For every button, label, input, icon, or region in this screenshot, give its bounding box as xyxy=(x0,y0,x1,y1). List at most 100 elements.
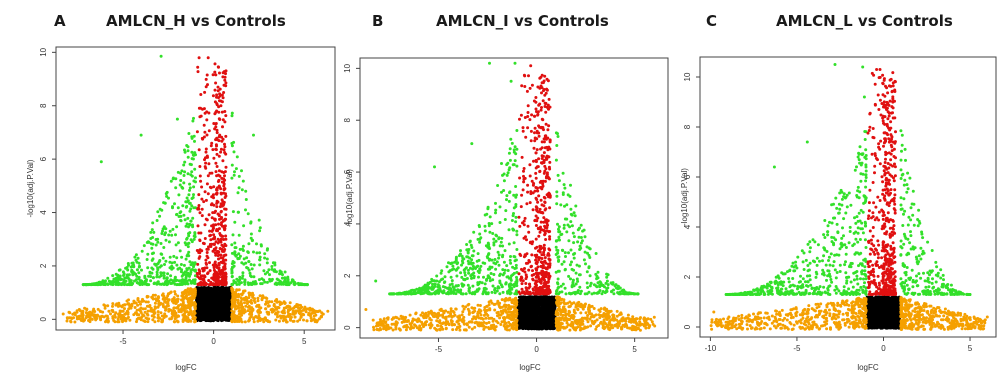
point-red xyxy=(223,78,227,82)
point-green xyxy=(188,186,192,190)
point-green xyxy=(243,280,247,283)
point-red xyxy=(223,228,227,232)
point-orange xyxy=(180,304,184,308)
point-red xyxy=(214,246,218,250)
point-red xyxy=(195,272,199,276)
point-black xyxy=(196,293,200,297)
point-orange xyxy=(87,319,91,322)
point-orange xyxy=(69,320,73,324)
point-red xyxy=(224,134,228,138)
point-green xyxy=(184,224,188,228)
point-orange xyxy=(240,320,244,324)
point-orange xyxy=(292,312,296,316)
point-orange xyxy=(233,292,237,296)
point-green xyxy=(231,265,235,269)
point-green xyxy=(259,282,263,286)
point-orange xyxy=(310,307,314,311)
point-red xyxy=(224,237,228,241)
point-green xyxy=(192,193,195,197)
point-green xyxy=(192,185,196,189)
point-red xyxy=(202,277,206,281)
y-axis-label: -log10(adj.P.Val) xyxy=(26,159,35,217)
point-green xyxy=(169,179,173,183)
y-tick-label: 0 xyxy=(39,317,48,322)
point-red xyxy=(203,130,207,134)
point-orange xyxy=(146,300,150,304)
point-red xyxy=(207,162,211,166)
point-orange xyxy=(188,287,192,291)
point-red xyxy=(223,174,226,178)
data-points xyxy=(364,61,657,332)
point-green xyxy=(241,271,245,275)
point-red xyxy=(206,192,210,196)
point-green xyxy=(188,188,191,192)
point-orange xyxy=(96,307,100,311)
point-green xyxy=(188,223,192,227)
point-orange xyxy=(151,318,155,322)
point-green xyxy=(164,231,167,235)
point-red xyxy=(202,107,206,111)
point-orange xyxy=(282,315,286,319)
point-orange xyxy=(186,287,190,291)
point-red xyxy=(201,241,205,245)
point-green xyxy=(168,255,172,259)
point-green xyxy=(112,277,116,281)
point-orange xyxy=(183,312,186,316)
point-orange xyxy=(103,304,107,308)
point-black xyxy=(529,324,533,328)
point-green xyxy=(257,278,261,282)
point-orange xyxy=(113,315,117,319)
point-green xyxy=(242,224,246,228)
point-red xyxy=(211,94,215,98)
point-red xyxy=(208,269,212,273)
point-green xyxy=(164,227,168,231)
point-green xyxy=(161,229,164,233)
point-green xyxy=(121,270,125,274)
point-orange xyxy=(193,311,197,315)
point-black xyxy=(208,294,212,298)
point-orange xyxy=(113,313,117,317)
point-green xyxy=(116,273,120,277)
point-orange xyxy=(301,312,305,316)
point-red xyxy=(213,88,217,92)
point-green xyxy=(161,256,165,260)
point-green xyxy=(231,260,235,263)
point-green xyxy=(173,202,176,206)
point-green xyxy=(183,148,186,152)
point-green xyxy=(150,246,154,250)
point-orange xyxy=(73,320,77,324)
point-green xyxy=(237,186,241,190)
point-orange xyxy=(107,309,111,313)
point-green xyxy=(123,276,127,280)
point-black xyxy=(226,297,230,301)
point-orange xyxy=(273,305,277,309)
point-red xyxy=(215,93,219,97)
point-green xyxy=(155,219,159,222)
point-red xyxy=(224,244,228,248)
point-green xyxy=(257,218,261,222)
point-orange xyxy=(183,289,187,293)
point-green xyxy=(258,251,262,255)
point-red xyxy=(196,70,200,74)
point-green xyxy=(183,170,187,174)
point-green xyxy=(231,210,235,214)
point-orange xyxy=(111,304,114,308)
point-green xyxy=(182,163,186,167)
point-green xyxy=(128,280,132,284)
point-orange xyxy=(288,301,292,305)
point-orange xyxy=(251,293,255,297)
point-orange xyxy=(127,307,131,311)
point-orange xyxy=(244,295,248,299)
point-black xyxy=(227,311,231,315)
point-green xyxy=(285,283,289,287)
point-green xyxy=(191,196,195,199)
point-orange xyxy=(169,290,173,294)
point-green xyxy=(170,264,174,268)
point-orange xyxy=(145,294,149,298)
point-orange xyxy=(153,320,157,324)
point-red xyxy=(215,102,219,106)
point-orange xyxy=(265,297,269,300)
point-green xyxy=(263,272,267,276)
point-orange xyxy=(105,314,109,318)
point-red xyxy=(202,282,206,286)
